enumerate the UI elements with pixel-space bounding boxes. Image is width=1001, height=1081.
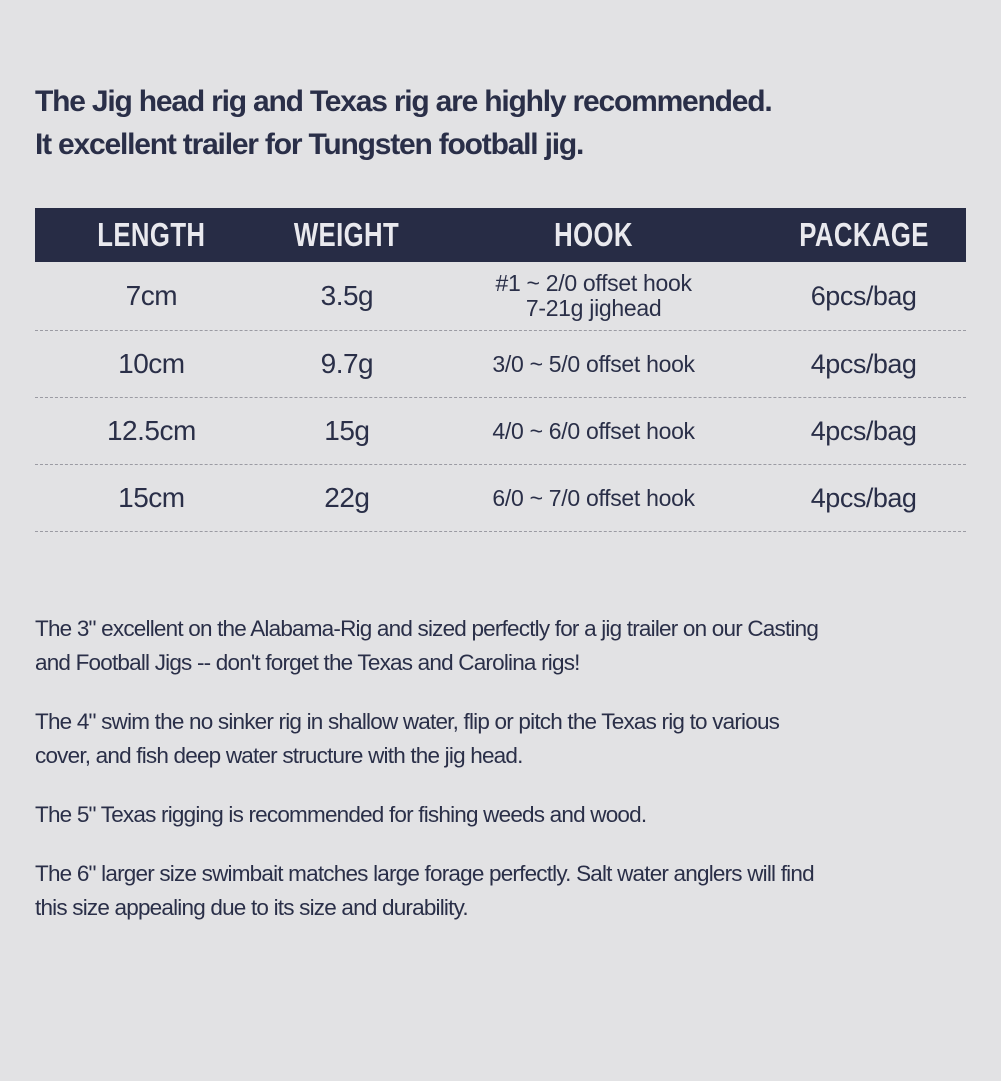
description-paragraph-4inch: The 4" swim the no sinker rig in shallow…	[35, 705, 966, 773]
paragraph-line: The 4" swim the no sinker rig in shallow…	[35, 709, 780, 734]
cell-hook: 6/0 ~ 7/0 offset hook	[426, 484, 761, 511]
cell-length: 10cm	[118, 348, 185, 379]
table-row: 15cm 22g 6/0 ~ 7/0 offset hook 4pcs/bag	[35, 465, 966, 532]
hook-line-1: 6/0 ~ 7/0 offset hook	[492, 484, 695, 511]
cell-length: 15cm	[118, 482, 185, 513]
cell-length: 12.5cm	[106, 415, 196, 446]
paragraph-line: this size appealing due to its size and …	[35, 895, 469, 920]
cell-hook: #1 ~ 2/0 offset hook 7-21g jighead	[426, 271, 761, 321]
paragraph-line: The 3" excellent on the Alabama-Rig and …	[35, 616, 819, 641]
description-paragraph-3inch: The 3" excellent on the Alabama-Rig and …	[35, 612, 966, 680]
hook-line-2: 7-21g jighead	[525, 295, 662, 321]
cell-package: 6pcs/bag	[810, 280, 917, 311]
cell-hook: 3/0 ~ 5/0 offset hook	[426, 350, 761, 377]
table-row: 10cm 9.7g 3/0 ~ 5/0 offset hook 4pcs/bag	[35, 331, 966, 398]
intro-heading: The Jig head rig and Texas rig are highl…	[35, 80, 966, 166]
product-description-page: The Jig head rig and Texas rig are highl…	[0, 80, 1001, 925]
column-header-weight: WEIGHT	[294, 216, 400, 253]
cell-hook: 4/0 ~ 6/0 offset hook	[426, 417, 761, 444]
description-paragraph-6inch: The 6" larger size swimbait matches larg…	[35, 857, 966, 925]
table-row: 7cm 3.5g #1 ~ 2/0 offset hook 7-21g jigh…	[35, 262, 966, 331]
table-header-row: LENGTH WEIGHT HOOK PACKAGE	[35, 208, 966, 262]
table-row: 12.5cm 15g 4/0 ~ 6/0 offset hook 4pcs/ba…	[35, 398, 966, 465]
spec-table: LENGTH WEIGHT HOOK PACKAGE 7cm 3.5g #1 ~…	[35, 208, 966, 532]
column-header-length: LENGTH	[97, 216, 206, 253]
hook-line-1: 4/0 ~ 6/0 offset hook	[492, 417, 695, 444]
cell-weight: 3.5g	[320, 280, 374, 311]
description-section: The 3" excellent on the Alabama-Rig and …	[35, 612, 966, 925]
paragraph-line: The 5" Texas rigging is recommended for …	[35, 802, 647, 827]
cell-weight: 22g	[324, 482, 370, 513]
column-header-hook: HOOK	[554, 216, 633, 253]
intro-line-2: It excellent trailer for Tungsten footba…	[35, 128, 584, 161]
intro-line-1: The Jig head rig and Texas rig are highl…	[35, 85, 773, 118]
paragraph-line: and Football Jigs -- don't forget the Te…	[35, 650, 580, 675]
cell-weight: 15g	[324, 415, 370, 446]
cell-weight: 9.7g	[320, 348, 374, 379]
paragraph-line: The 6" larger size swimbait matches larg…	[35, 861, 815, 886]
cell-package: 4pcs/bag	[810, 348, 917, 379]
column-header-package: PACKAGE	[798, 216, 929, 253]
hook-line-1: 3/0 ~ 5/0 offset hook	[492, 350, 695, 377]
cell-package: 4pcs/bag	[810, 482, 917, 513]
hook-line-1: #1 ~ 2/0 offset hook	[495, 270, 692, 296]
cell-length: 7cm	[125, 280, 178, 311]
cell-package: 4pcs/bag	[810, 415, 917, 446]
description-paragraph-5inch: The 5" Texas rigging is recommended for …	[35, 798, 966, 832]
paragraph-line: cover, and fish deep water structure wit…	[35, 743, 523, 768]
